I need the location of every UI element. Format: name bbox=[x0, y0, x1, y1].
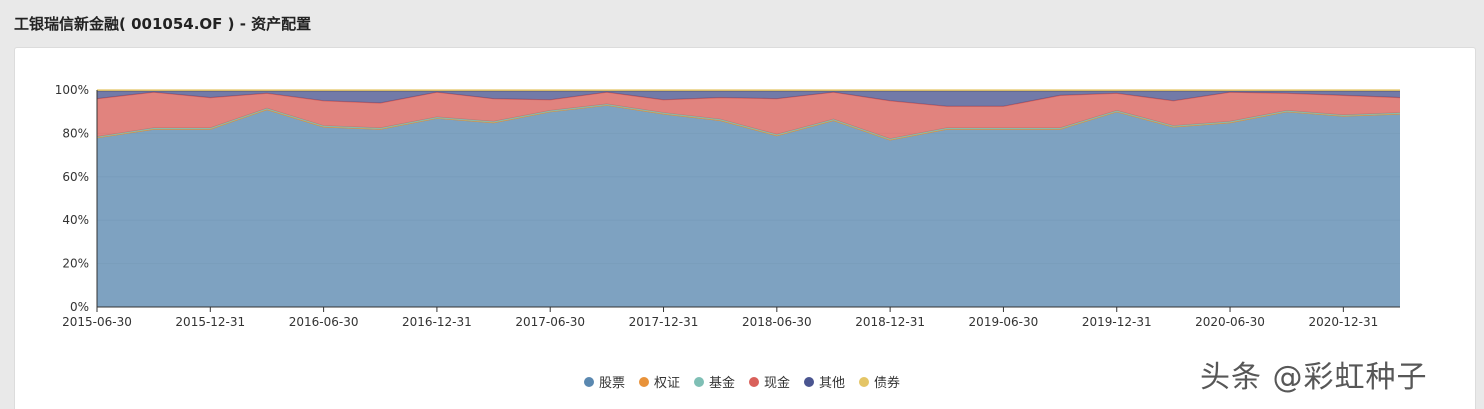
x-tick-label: 2018-12-31 bbox=[855, 315, 925, 329]
legend-item[interactable]: 权证 bbox=[638, 372, 680, 391]
y-tick-label: 80% bbox=[62, 126, 89, 140]
legend: 股票 权证 基金 现金 其他 债券 bbox=[0, 372, 1484, 391]
legend-item[interactable]: 其他 bbox=[804, 372, 845, 391]
x-tick-label: 2018-06-30 bbox=[742, 315, 812, 329]
legend-item[interactable]: 基金 bbox=[693, 372, 735, 391]
x-tick-label: 2017-06-30 bbox=[515, 315, 585, 329]
y-tick-label: 60% bbox=[62, 170, 89, 184]
legend-item[interactable]: 债券 bbox=[859, 372, 900, 391]
watermark: 头条 @彩虹种子 bbox=[1200, 360, 1428, 395]
x-tick-label: 2020-12-31 bbox=[1308, 315, 1378, 329]
axes bbox=[96, 90, 1400, 308]
x-tick-label: 2016-12-31 bbox=[402, 315, 472, 329]
x-tick-label: 2019-12-31 bbox=[1082, 315, 1152, 329]
legend-label: 权证 bbox=[653, 376, 680, 391]
legend-item[interactable]: 现金 bbox=[749, 372, 790, 391]
area-4 bbox=[97, 91, 1400, 107]
x-tick-label: 2020-06-30 bbox=[1195, 315, 1265, 329]
x-tick-label: 2016-06-30 bbox=[289, 315, 359, 329]
stacked-areas bbox=[96, 89, 1401, 307]
y-tick-label: 0% bbox=[70, 300, 89, 314]
y-tick-labels: 0% 20% 40% 60% 80% 100% bbox=[55, 83, 89, 314]
y-tick-label: 40% bbox=[62, 213, 89, 227]
y-tick-label: 20% bbox=[62, 257, 89, 271]
legend-dot-icon bbox=[638, 376, 649, 387]
x-tick-label: 2015-12-31 bbox=[175, 315, 245, 329]
legend-dot-icon bbox=[693, 376, 704, 387]
legend-dot-icon bbox=[859, 376, 870, 387]
legend-label: 基金 bbox=[708, 376, 735, 391]
page-title: 工银瑞信新金融( 001054.OF ) - 资产配置 bbox=[14, 15, 312, 33]
legend-label: 债券 bbox=[874, 376, 901, 391]
x-tick-label: 2017-12-31 bbox=[629, 315, 699, 329]
legend-dot-icon bbox=[583, 376, 594, 387]
x-tick-label: 2015-06-30 bbox=[62, 315, 132, 329]
legend-label: 股票 bbox=[598, 376, 625, 391]
legend-item[interactable]: 股票 bbox=[583, 372, 625, 391]
legend-label: 现金 bbox=[764, 376, 791, 391]
legend-dot-icon bbox=[749, 376, 759, 387]
area-0 bbox=[97, 105, 1400, 307]
x-tick-label: 2019-06-30 bbox=[969, 315, 1039, 329]
legend-label: 其他 bbox=[819, 376, 846, 391]
area-3 bbox=[97, 92, 1400, 139]
header: 工银瑞信新金融( 001054.OF ) - 资产配置 bbox=[0, 0, 1484, 46]
x-tick-labels: 2015-06-30 2015-12-31 2016-06-30 2016-12-31… bbox=[62, 307, 1378, 329]
legend-dot-icon bbox=[804, 376, 815, 387]
series-line-3 bbox=[96, 91, 1401, 107]
y-tick-label: 100% bbox=[55, 83, 89, 97]
